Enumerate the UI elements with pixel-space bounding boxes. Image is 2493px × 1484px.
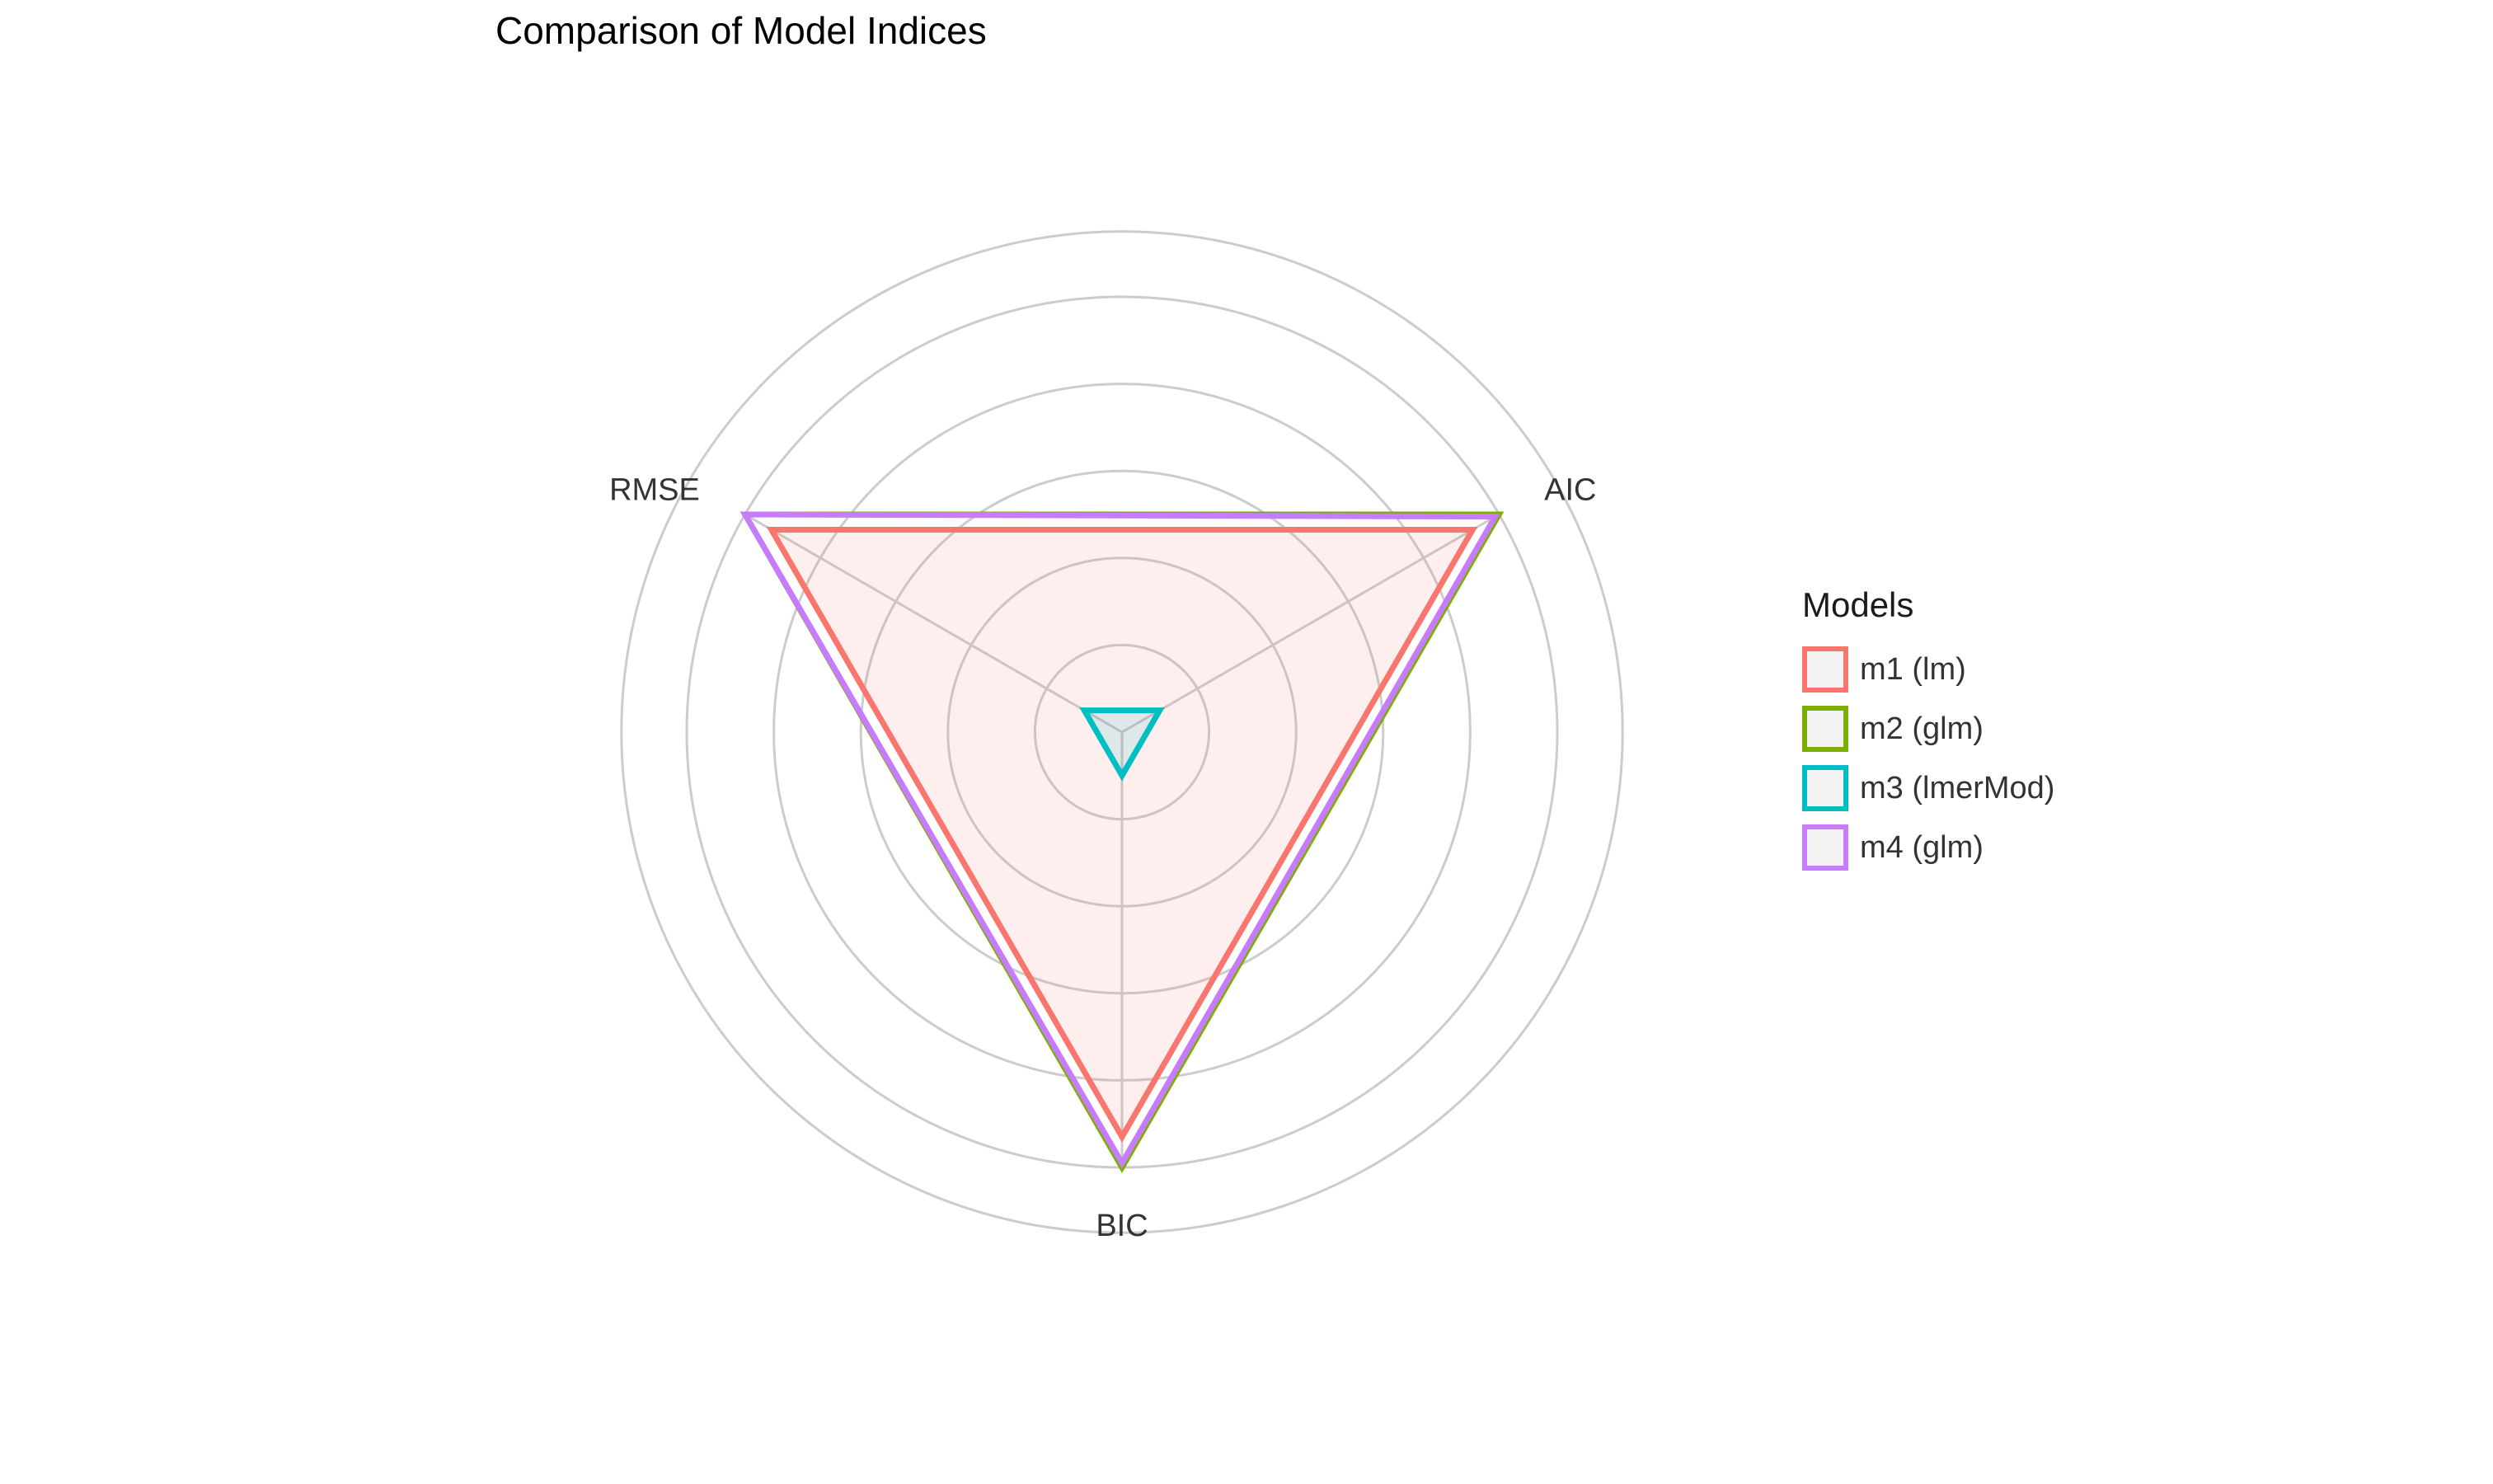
legend-key — [1802, 765, 1848, 811]
legend-items: m1 (lm) m2 (glm) m3 (lmerMod) m4 (glm) — [1802, 640, 2054, 877]
legend-label: m1 (lm) — [1860, 651, 1966, 687]
legend-item: m3 (lmerMod) — [1802, 758, 2054, 818]
series-polygon-1 — [766, 527, 1478, 1143]
legend-label: m2 (glm) — [1860, 711, 1984, 746]
grid-ring-6 — [620, 230, 1624, 1234]
axis-label-rmse: RMSE — [609, 472, 700, 507]
series-polygon-3 — [1079, 707, 1165, 782]
legend-key — [1802, 824, 1848, 871]
spoke-aic — [1121, 513, 1500, 734]
axis-label-bic: BIC — [1096, 1209, 1148, 1243]
legend-key — [1802, 706, 1848, 752]
legend-label: m4 (glm) — [1860, 829, 1984, 865]
legend-item: m1 (lm) — [1802, 640, 2054, 699]
spoke-rmse — [744, 513, 1123, 734]
legend-item: m2 (glm) — [1802, 699, 2054, 758]
legend-label: m3 (lmerMod) — [1860, 770, 2055, 805]
series-polygon-4 — [739, 511, 1500, 1169]
legend: Models m1 (lm) m2 (glm) m3 (lmerMod) m4 (gl… — [1802, 585, 2054, 877]
axis-label-aic: AIC — [1544, 472, 1596, 507]
chart-title: Comparison of Model Indices — [495, 9, 987, 52]
legend-key — [1802, 646, 1848, 693]
legend-title: Models — [1802, 585, 1914, 624]
legend-item: m4 (glm) — [1802, 818, 2054, 877]
